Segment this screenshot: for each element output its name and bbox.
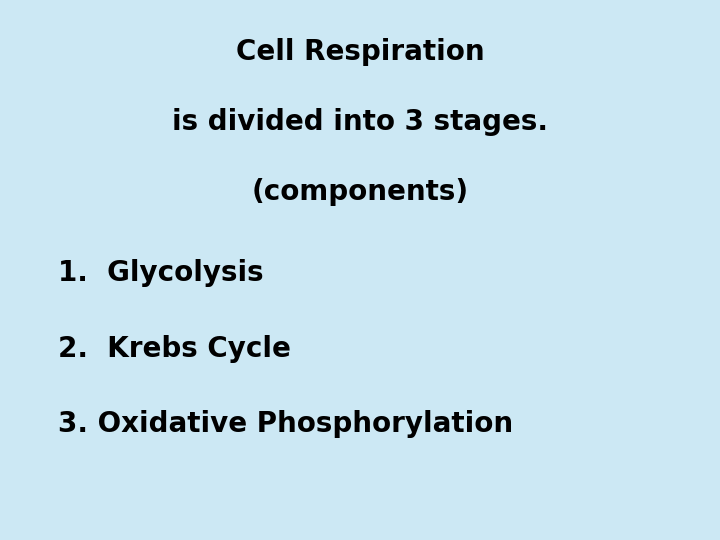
Text: 2.  Krebs Cycle: 2. Krebs Cycle [58, 335, 290, 363]
Text: 3. Oxidative Phosphorylation: 3. Oxidative Phosphorylation [58, 410, 513, 438]
Text: (components): (components) [251, 178, 469, 206]
Text: 1.  Glycolysis: 1. Glycolysis [58, 259, 264, 287]
Text: is divided into 3 stages.: is divided into 3 stages. [172, 108, 548, 136]
Text: Cell Respiration: Cell Respiration [235, 38, 485, 66]
